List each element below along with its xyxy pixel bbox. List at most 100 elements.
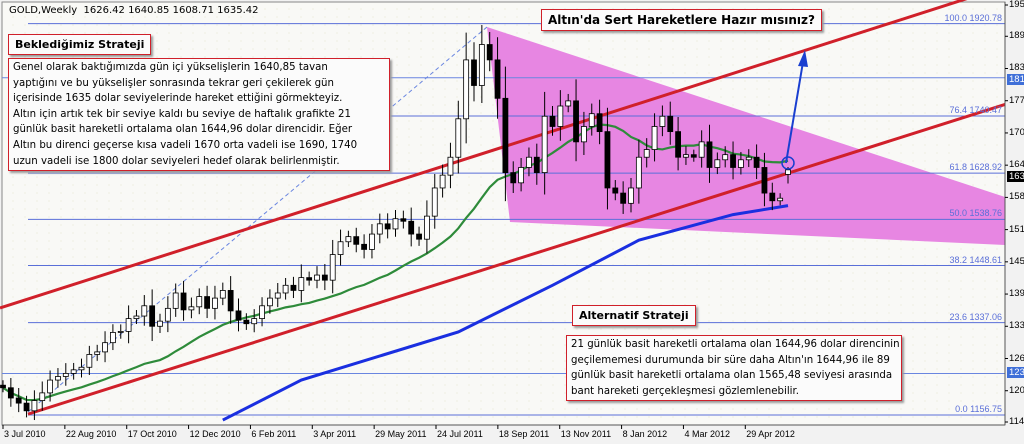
x-tick-label: 4 Mar 2012 (684, 429, 730, 439)
y-tick-label: 1204.20 (1009, 384, 1024, 396)
candle-body (376, 223, 383, 235)
candle-body (47, 379, 53, 394)
candle-body (23, 402, 30, 412)
candle-body (785, 169, 791, 175)
alt-line: günlük basit hareketli ortalama olan 156… (571, 370, 893, 382)
candle-body (306, 277, 313, 281)
strategy-line: Genel olarak baktığımızda gün içi yüksel… (13, 62, 328, 73)
candle-body (78, 366, 85, 371)
candle-body (683, 154, 689, 158)
candle-body (149, 305, 156, 327)
candle-body (408, 220, 415, 235)
x-tick-label: 8 Jan 2012 (622, 429, 668, 439)
candle-body (172, 292, 179, 309)
candle-body (518, 167, 524, 184)
x-tick-label: 29 Apr 2012 (746, 429, 795, 439)
strategy-line: günlük basit hareketli ortalama olan 164… (13, 124, 353, 136)
candle-body (157, 320, 163, 327)
x-tick-label: 3 Jul 2010 (4, 429, 46, 439)
candle-body (219, 290, 226, 299)
sma89-line (222, 204, 789, 422)
last-price-label: 1635.42 (1007, 171, 1024, 183)
candle-body (141, 305, 148, 317)
candle-body (549, 115, 556, 127)
candle-body (769, 192, 776, 202)
candle-body (392, 218, 399, 230)
fib-label: 50.0 1538.76 (949, 208, 1002, 219)
fib-label: 100.0 1920.78 (944, 12, 1002, 23)
candle-body (86, 354, 93, 368)
alt-line: 21 günlük basit hareketli ortalama olan … (571, 339, 900, 350)
candle-body (274, 292, 281, 299)
candle-body (298, 277, 305, 291)
strategy-line: Altın için artık tek bir seviye kaldı bu… (13, 108, 352, 120)
candle-body (39, 392, 46, 401)
candle-body (125, 318, 132, 332)
candle-body (604, 131, 611, 189)
candle-body (620, 192, 627, 204)
candle-body (110, 332, 116, 344)
candle-body (290, 284, 297, 291)
alt-line: bant hareketi gerçekleşmesi gözlemlenebi… (571, 385, 799, 397)
strategy-text: Genel olarak baktığımızda gün içi yüksel… (8, 58, 390, 172)
fib-label: 0.0 1156.75 (955, 404, 1002, 415)
candle-body (431, 187, 438, 217)
candle-body (588, 113, 595, 127)
candle-body (596, 113, 603, 133)
candle-body (659, 115, 666, 127)
candle-body (455, 118, 462, 158)
x-tick-label: 12 Dec 2010 (189, 429, 241, 439)
target-arrow (785, 61, 804, 164)
strategy-line: içerisinde 1635 dolar seviyelerinde hare… (13, 93, 343, 105)
candle-body (486, 44, 493, 61)
candle-body (706, 141, 713, 168)
strategy-line: yaptığını ve bu yükselişler sonrasında t… (13, 77, 334, 89)
candle-body (314, 274, 320, 281)
strategy-line: Altın bu direnci geçerse kısa vadeli 167… (13, 139, 358, 151)
candle-body (282, 284, 289, 294)
candle-body (439, 174, 446, 189)
candle-body (94, 351, 101, 355)
x-tick-label: 13 Nov 2011 (560, 429, 612, 439)
candle-body (188, 306, 195, 311)
candle-body (471, 59, 477, 86)
candle-body (714, 159, 721, 168)
candle-body (243, 319, 250, 325)
candle-body (400, 218, 407, 222)
candle-body (204, 296, 211, 309)
strategy-line: uzun vadeli ise 1800 dolar seviyeleri he… (13, 155, 340, 167)
candle-body (510, 172, 517, 184)
y-tick-label: 1957.15 (1009, 0, 1024, 10)
candle-body (416, 233, 422, 240)
candle-body (423, 215, 430, 240)
candle-body (117, 331, 124, 333)
candle-body (31, 400, 38, 412)
candle-body (730, 154, 736, 168)
candle-body (251, 318, 258, 325)
candle-body (667, 115, 674, 133)
candle-body (337, 241, 344, 255)
fib-label: 76.4 1740.47 (949, 105, 1002, 115)
candle-body (345, 236, 352, 243)
x-tick-label: 24 Jul 2011 (437, 429, 483, 439)
y-tick-label: 1267.10 (1009, 352, 1024, 364)
fib-label: 38.2 1448.61 (949, 254, 1002, 265)
alt-strategy-title: Alternatif Strateji (572, 305, 696, 326)
candle-body (612, 187, 619, 194)
ohlc-label: 1626.42 1640.85 1608.71 1635.42 (83, 5, 259, 16)
candle-body (581, 126, 587, 143)
candle-body (675, 131, 681, 158)
candle-body (227, 290, 234, 312)
alt-line: geçilememesi durumunda bir süre daha Alt… (571, 354, 890, 366)
candle-body (196, 296, 203, 308)
fib-label: 61.8 1628.92 (949, 162, 1002, 173)
chart-header: GOLD,Weekly 1626.42 1640.85 1608.71 1635… (9, 5, 258, 16)
alt-strategy-text: 21 günlük basit hareketli ortalama olan … (566, 335, 902, 402)
candle-body (321, 274, 328, 281)
level-price-label: 1815.16 (1007, 74, 1024, 86)
candle-body (698, 141, 705, 158)
candle-body (361, 243, 368, 250)
